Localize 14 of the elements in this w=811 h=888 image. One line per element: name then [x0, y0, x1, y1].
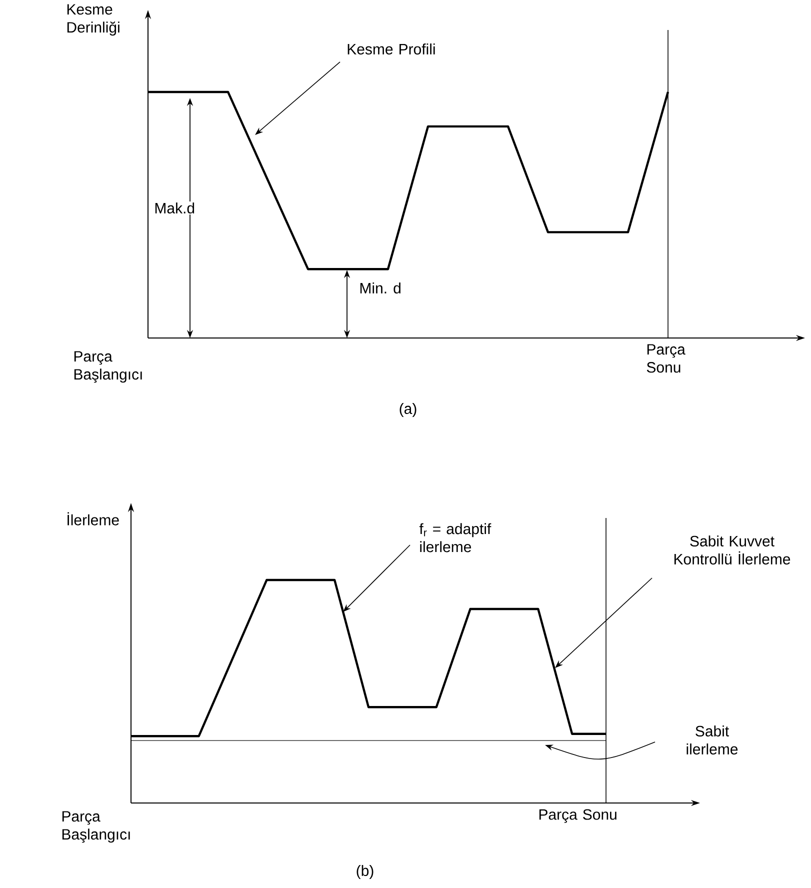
annotation: Mak.d: [155, 202, 194, 214]
text: Kesme Profili: [348, 43, 435, 54]
text: Parça Sonu: [646, 344, 686, 373]
text: Parça Sonu: [539, 809, 616, 823]
text: Parça Başlangıcı: [74, 351, 142, 383]
text: Sabit ilerleme: [686, 725, 738, 754]
text: (b): [356, 865, 374, 879]
text: Sabit Kuvvet Kontrollü İlerleme: [674, 535, 790, 564]
text: f$_{r}$ = adaptif ilerleme: [419, 523, 492, 552]
text: Parça Başlangıcı: [62, 811, 130, 843]
y-axis-title: İlerleme: [68, 512, 119, 526]
y-axis-title: Kesme Derinliği: [67, 4, 120, 36]
text: (a): [400, 403, 416, 417]
annotation: Min. d: [360, 282, 400, 294]
